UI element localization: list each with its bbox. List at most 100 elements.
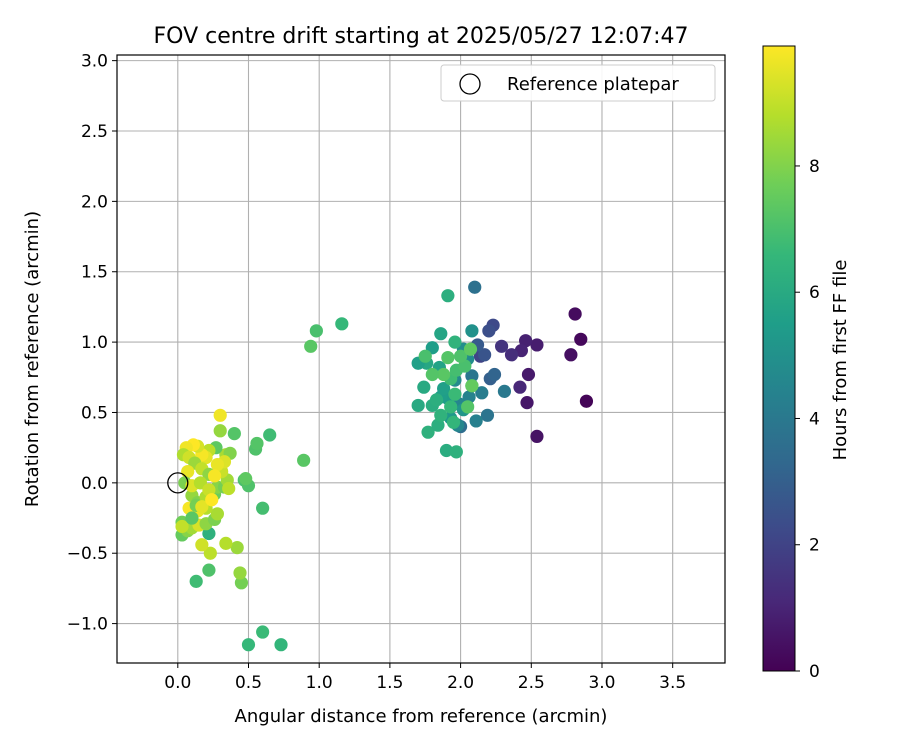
y-tick-label: 2.5: [81, 122, 108, 142]
scatter-point: [469, 414, 483, 428]
scatter-point: [421, 425, 435, 439]
scatter-point: [468, 280, 482, 294]
scatter-point: [465, 379, 479, 393]
x-tick-label: 0.0: [164, 673, 191, 693]
y-tick-label: 0.0: [81, 474, 108, 494]
scatter-point: [189, 574, 203, 588]
colorbar: 0 2 4 6 8 Hours from first FF file: [762, 45, 851, 682]
scatter-point: [463, 342, 478, 356]
scatter-point: [530, 429, 544, 444]
scatter-point: [175, 519, 189, 534]
y-tick-label: 1.5: [81, 263, 108, 283]
scatter-point: [514, 343, 528, 358]
reference-platepar-point: [167, 472, 189, 494]
scatter-point: [425, 367, 439, 382]
scatter-point: [297, 453, 311, 467]
scatter-point: [482, 324, 496, 338]
y-axis-label: Rotation from reference (arcmin): [22, 211, 43, 507]
colorbar-label: Hours from first FF file: [830, 260, 851, 461]
scatter-point: [250, 436, 264, 451]
scatter-point: [335, 317, 349, 331]
scatter-point: [439, 443, 454, 458]
scatter-point: [519, 334, 533, 348]
chart-title: FOV centre drift starting at 2025/05/27 …: [154, 24, 689, 49]
y-tick-label: −0.5: [67, 544, 108, 564]
scatter-point: [417, 380, 431, 394]
legend-label-reference-platepar: Reference platepar: [507, 74, 679, 95]
y-tick-label: 2.0: [81, 192, 108, 212]
reference-marker: [167, 472, 189, 494]
scatter-point: [256, 501, 270, 515]
scatter-point: [441, 350, 455, 365]
scatter-point: [564, 348, 578, 362]
scatter-point: [210, 507, 224, 521]
x-tick-label: 0.5: [235, 673, 262, 693]
scatter-point: [478, 348, 492, 362]
x-tick-label: 1.0: [306, 673, 333, 693]
scatter-point: [462, 390, 476, 404]
x-tick-label: 2.5: [518, 673, 545, 693]
scatter-point: [210, 457, 224, 472]
scatter-point: [230, 540, 244, 555]
scatter-point: [446, 415, 461, 429]
scatter-point: [309, 324, 323, 338]
scatter-point: [574, 332, 588, 346]
scatter-point: [494, 339, 509, 353]
x-tick-label: 1.5: [376, 673, 403, 693]
x-tick-label: 2.0: [447, 673, 474, 693]
scatter-point: [461, 400, 475, 414]
scatter-point: [448, 387, 462, 401]
x-axis-ticks: 0.0 0.5 1.0 1.5 2.0 2.5 3.0 3.5: [164, 663, 686, 693]
scatter-point: [222, 481, 236, 496]
y-tick-label: 0.5: [81, 403, 108, 423]
scatter-point: [256, 625, 270, 639]
scatter-point: [520, 396, 534, 410]
y-tick-label: 3.0: [81, 52, 108, 72]
scatter-point: [480, 408, 495, 422]
scatter-point: [434, 408, 448, 422]
y-tick-label: −1.0: [67, 615, 108, 635]
legend-box: [440, 64, 716, 102]
x-tick-label: 3.5: [659, 673, 686, 693]
data-points: [175, 280, 594, 652]
scatter-point: [234, 576, 249, 590]
scatter-point: [233, 566, 247, 580]
scatter-point: [465, 324, 479, 338]
y-axis-ticks: −1.0 −0.5 0.0 0.5 1.0 1.5 2.0 2.5 3.0: [67, 52, 117, 635]
scatter-point: [504, 348, 519, 362]
scatter-point: [530, 338, 544, 352]
scatter-point: [434, 327, 448, 341]
scatter-point: [441, 289, 455, 303]
scatter-point: [453, 349, 468, 363]
scatter-point: [195, 500, 209, 514]
scatter-point: [203, 546, 217, 560]
scatter-point: [487, 367, 502, 382]
scatter-point: [241, 638, 256, 652]
colorbar-tick-label: 0: [809, 662, 820, 682]
scatter-point: [239, 472, 253, 486]
colorbar-tick-label: 6: [809, 283, 820, 303]
scatter-point: [207, 469, 222, 483]
scatter-point: [213, 408, 227, 422]
scatter-point: [444, 400, 458, 414]
scatter-point: [497, 384, 512, 398]
scatter-point: [227, 426, 241, 441]
scatter-point: [195, 538, 209, 552]
scatter-point: [437, 367, 451, 382]
scatter-point: [429, 393, 444, 407]
scatter-point: [568, 307, 582, 321]
scatter-point: [458, 359, 472, 373]
scatter-point: [513, 380, 527, 394]
scatter-point: [304, 339, 318, 353]
scatter-point: [185, 511, 199, 525]
scatter-point: [181, 464, 195, 479]
scatter-point: [465, 369, 479, 383]
scatter-point: [202, 563, 216, 577]
x-axis-label: Angular distance from reference (arcmin): [235, 706, 608, 727]
colorbar-tick-label: 2: [809, 536, 820, 556]
colorbar-gradient: [762, 45, 796, 672]
scatter-point: [449, 445, 463, 459]
scatter-point: [475, 386, 489, 400]
x-tick-label: 3.0: [588, 673, 615, 693]
